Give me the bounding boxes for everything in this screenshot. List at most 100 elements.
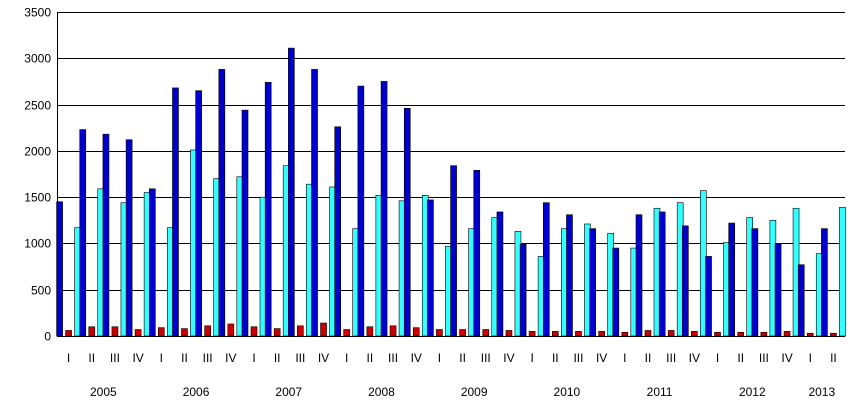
y-tick-label: 2500 xyxy=(24,99,51,113)
bar xyxy=(218,69,226,337)
x-tick-label: IV xyxy=(225,351,236,365)
x-tick-label: III xyxy=(573,351,583,365)
bar xyxy=(505,330,513,337)
bar xyxy=(682,225,689,337)
bar xyxy=(496,211,504,337)
bar xyxy=(79,129,87,337)
bar xyxy=(551,331,559,337)
bar xyxy=(589,228,596,337)
bar xyxy=(157,327,165,337)
x-tick-label: IV xyxy=(503,351,514,365)
bar xyxy=(806,332,814,337)
bar xyxy=(751,228,759,337)
bar xyxy=(612,247,620,337)
x-tick-label: II xyxy=(737,351,744,365)
bar xyxy=(705,256,712,337)
x-tick-label: II xyxy=(552,351,559,365)
x-tick-label: II xyxy=(830,351,837,365)
bar xyxy=(797,264,805,337)
bar xyxy=(311,69,318,337)
y-tick-label: 0 xyxy=(44,330,51,344)
year-labels: 2005 2006 2007 2008 2009 2010 2011 2012 2013 xyxy=(90,385,835,399)
x-tick-label: III xyxy=(110,351,120,365)
x-tick-label: I xyxy=(809,351,812,365)
bar xyxy=(473,170,481,337)
bar xyxy=(56,201,63,337)
bar xyxy=(111,326,119,337)
bar xyxy=(528,331,536,337)
bar xyxy=(357,85,365,337)
bar xyxy=(264,82,272,337)
year-label: 2006 xyxy=(183,385,210,399)
x-tick-label: III xyxy=(295,351,305,365)
y-tick-label: 3000 xyxy=(24,52,51,66)
x-tick-labels: I II III IV I II III IV I II III IV I II III IV I II III IV… xyxy=(67,351,837,365)
year-label: 2013 xyxy=(808,385,835,399)
bar xyxy=(737,331,745,337)
x-tick-label: I xyxy=(716,351,719,365)
bar xyxy=(821,228,828,337)
bar xyxy=(88,326,96,337)
bar xyxy=(830,332,837,337)
x-tick-label: IV xyxy=(781,351,792,365)
bar xyxy=(195,90,202,337)
bar xyxy=(102,133,110,337)
x-tick-label: I xyxy=(623,351,626,365)
x-tick-label: I xyxy=(252,351,255,365)
bar xyxy=(412,327,420,337)
bar xyxy=(635,214,643,337)
year-label: 2008 xyxy=(368,385,395,399)
year-label: 2005 xyxy=(90,385,117,399)
x-tick-label: IV xyxy=(318,351,329,365)
x-tick-label: IV xyxy=(689,351,700,365)
bar xyxy=(621,331,629,337)
x-tick-label: IV xyxy=(132,351,143,365)
bar xyxy=(542,202,550,337)
bar xyxy=(566,214,573,337)
year-label: 2010 xyxy=(554,385,581,399)
bar xyxy=(241,109,249,337)
bar xyxy=(783,331,791,337)
bar xyxy=(450,165,457,337)
x-tick-label: I xyxy=(67,351,70,365)
year-label: 2012 xyxy=(739,385,766,399)
bar xyxy=(598,331,605,337)
y-tick-label: 3500 xyxy=(24,6,51,20)
x-tick-label: I xyxy=(160,351,163,365)
y-tick-label: 500 xyxy=(31,284,51,298)
bar xyxy=(204,325,211,337)
bar xyxy=(334,126,342,337)
bar xyxy=(691,331,698,337)
bar xyxy=(774,243,782,337)
year-label: 2009 xyxy=(461,385,488,399)
x-tick-label: I xyxy=(345,351,348,365)
bar xyxy=(839,207,846,337)
x-tick-label: III xyxy=(203,351,213,365)
bar xyxy=(250,326,258,337)
x-tick-label: II xyxy=(645,351,652,365)
bar xyxy=(380,81,388,337)
y-tick-label: 2000 xyxy=(24,145,51,159)
bar xyxy=(343,329,351,337)
x-tick-label: I xyxy=(530,351,533,365)
y-tick-label: 1500 xyxy=(24,191,51,205)
bar xyxy=(714,331,721,337)
x-tick-label: II xyxy=(459,351,466,365)
y-tick-label: 1000 xyxy=(24,237,51,251)
bars-group xyxy=(56,47,846,337)
year-label: 2011 xyxy=(647,385,673,399)
x-tick-label: II xyxy=(88,351,95,365)
bar xyxy=(459,329,466,337)
bar xyxy=(297,325,304,337)
bar xyxy=(389,325,397,337)
bar xyxy=(436,329,443,337)
y-tick-labels: 0 500 1000 1500 2000 2500 3000 3500 xyxy=(24,6,51,344)
year-label: 2007 xyxy=(275,385,302,399)
bar xyxy=(65,330,72,337)
bar xyxy=(172,87,179,337)
x-tick-label: II xyxy=(181,351,188,365)
bar xyxy=(148,188,156,337)
x-tick-label: II xyxy=(367,351,374,365)
bar xyxy=(658,211,666,337)
